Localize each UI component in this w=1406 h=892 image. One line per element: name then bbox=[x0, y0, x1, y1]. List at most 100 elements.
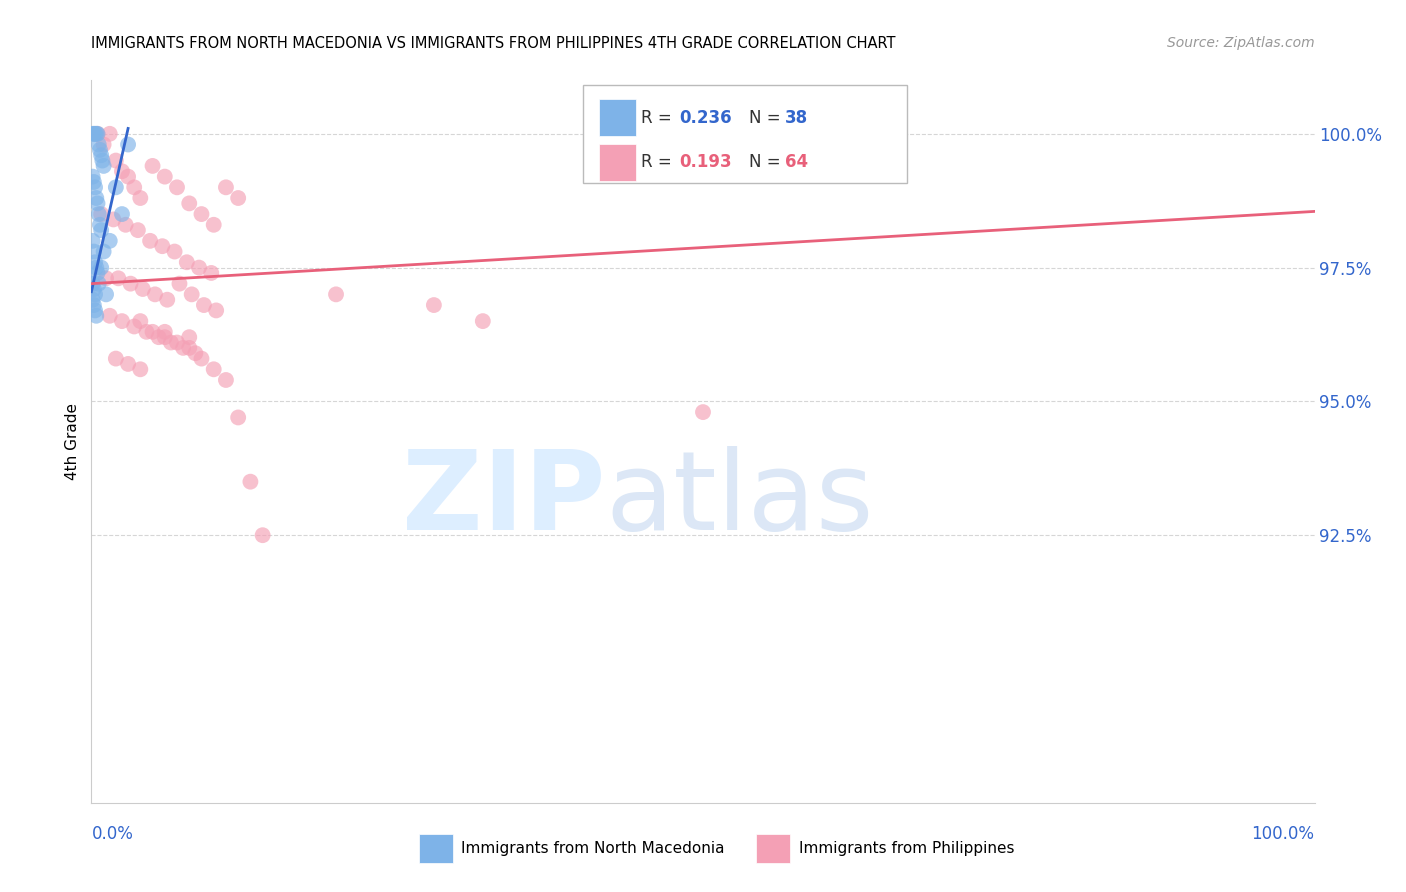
Point bbox=[179, 196, 201, 211]
Point bbox=[93, 137, 115, 152]
Point bbox=[94, 287, 117, 301]
Point bbox=[141, 325, 163, 339]
Point bbox=[141, 159, 163, 173]
Point bbox=[84, 309, 107, 323]
Point bbox=[188, 260, 211, 275]
Point bbox=[169, 277, 191, 291]
Point bbox=[215, 373, 238, 387]
Text: R =: R = bbox=[641, 109, 678, 127]
Text: 0.0%: 0.0% bbox=[91, 825, 134, 843]
Point bbox=[87, 137, 110, 152]
Point bbox=[86, 266, 108, 280]
Point bbox=[83, 244, 105, 259]
Point bbox=[252, 528, 274, 542]
Point bbox=[120, 277, 142, 291]
Point bbox=[82, 293, 104, 307]
Point bbox=[156, 293, 179, 307]
Point bbox=[200, 266, 222, 280]
Text: N =: N = bbox=[749, 153, 786, 171]
Point bbox=[84, 260, 107, 275]
Point bbox=[111, 314, 134, 328]
Point bbox=[129, 191, 152, 205]
Point bbox=[226, 410, 249, 425]
Point bbox=[98, 309, 121, 323]
Point bbox=[160, 335, 183, 350]
Point bbox=[179, 330, 201, 344]
Text: 64: 64 bbox=[785, 153, 807, 171]
Point bbox=[93, 244, 115, 259]
Point bbox=[86, 127, 108, 141]
Point bbox=[84, 191, 107, 205]
Point bbox=[111, 207, 134, 221]
Point bbox=[132, 282, 155, 296]
Point bbox=[190, 207, 212, 221]
Point bbox=[153, 325, 176, 339]
Point bbox=[148, 330, 170, 344]
Point bbox=[190, 351, 212, 366]
Point bbox=[90, 260, 112, 275]
Text: Immigrants from North Macedonia: Immigrants from North Macedonia bbox=[461, 841, 724, 855]
Point bbox=[90, 207, 112, 221]
Point bbox=[117, 169, 139, 184]
Point bbox=[82, 127, 104, 141]
Point bbox=[202, 362, 225, 376]
Point bbox=[104, 180, 127, 194]
Text: R =: R = bbox=[641, 153, 678, 171]
Point bbox=[83, 298, 105, 312]
Point bbox=[87, 207, 110, 221]
Point bbox=[83, 175, 105, 189]
Point bbox=[179, 341, 201, 355]
Point bbox=[94, 271, 117, 285]
Point bbox=[180, 287, 202, 301]
Point bbox=[107, 271, 129, 285]
Text: N =: N = bbox=[749, 109, 786, 127]
Point bbox=[127, 223, 149, 237]
Point bbox=[226, 191, 249, 205]
Point bbox=[114, 218, 136, 232]
Text: 100.0%: 100.0% bbox=[1251, 825, 1315, 843]
Point bbox=[135, 325, 157, 339]
Point bbox=[139, 234, 162, 248]
Point bbox=[82, 169, 104, 184]
Y-axis label: 4th Grade: 4th Grade bbox=[65, 403, 80, 480]
Point bbox=[83, 282, 105, 296]
Point bbox=[471, 314, 494, 328]
Point bbox=[122, 180, 145, 194]
Point bbox=[93, 159, 115, 173]
Point bbox=[184, 346, 207, 360]
Point bbox=[103, 212, 125, 227]
Point bbox=[325, 287, 347, 301]
Point bbox=[111, 164, 134, 178]
Point bbox=[129, 314, 152, 328]
Text: Source: ZipAtlas.com: Source: ZipAtlas.com bbox=[1167, 36, 1315, 50]
Point bbox=[84, 127, 107, 141]
Point bbox=[84, 180, 107, 194]
Point bbox=[104, 153, 127, 168]
Point bbox=[104, 351, 127, 366]
Point bbox=[117, 357, 139, 371]
Point bbox=[90, 223, 112, 237]
Point bbox=[90, 148, 112, 162]
Text: Immigrants from Philippines: Immigrants from Philippines bbox=[799, 841, 1014, 855]
Point bbox=[129, 362, 152, 376]
Point bbox=[82, 277, 104, 291]
Point bbox=[193, 298, 215, 312]
Point bbox=[84, 255, 107, 269]
Text: atlas: atlas bbox=[605, 446, 873, 553]
Point bbox=[202, 218, 225, 232]
Point bbox=[153, 169, 176, 184]
Point bbox=[172, 341, 194, 355]
Point bbox=[117, 137, 139, 152]
Text: 38: 38 bbox=[785, 109, 807, 127]
Point bbox=[84, 287, 107, 301]
Point bbox=[89, 143, 111, 157]
Point bbox=[215, 180, 238, 194]
Point bbox=[84, 127, 107, 141]
Point bbox=[143, 287, 166, 301]
Point bbox=[153, 330, 176, 344]
Point bbox=[84, 303, 107, 318]
Point bbox=[166, 180, 188, 194]
Point bbox=[98, 234, 121, 248]
Point bbox=[166, 335, 188, 350]
Text: 0.193: 0.193 bbox=[679, 153, 731, 171]
